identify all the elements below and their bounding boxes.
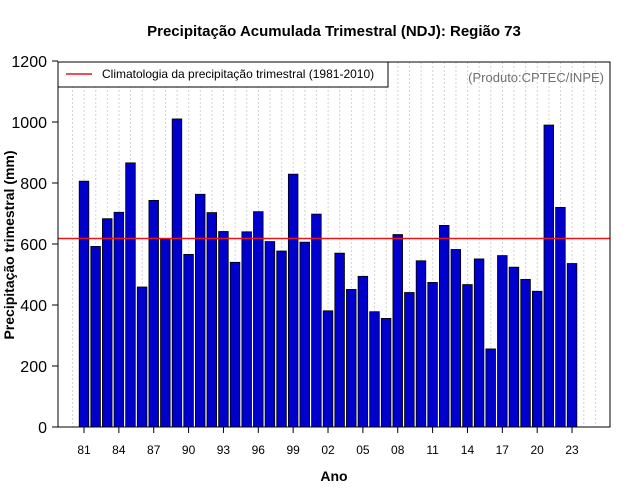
bar-2019: [520, 278, 531, 428]
bar-2004: [346, 289, 357, 428]
x-tick-label: 81: [77, 443, 91, 457]
bar-1996: [253, 211, 264, 428]
bar-1998: [276, 250, 287, 428]
bar-2023: [566, 263, 578, 428]
bar-2007: [380, 318, 392, 428]
y-tick-label: 200: [20, 359, 47, 376]
bar-2021: [543, 124, 555, 428]
legend: Climatologia da precipitação trimestral …: [57, 61, 389, 88]
bar-1997: [264, 241, 276, 428]
x-tick-label: 20: [531, 443, 545, 457]
x-tick-label: 08: [391, 443, 405, 457]
x-tick-label: 84: [112, 443, 126, 457]
bar-2020: [531, 290, 543, 428]
bar-1995: [241, 231, 252, 428]
bar-2015: [473, 258, 485, 428]
bar-2012: [439, 224, 450, 428]
x-tick-label: 99: [286, 443, 300, 457]
bar-2001: [311, 213, 322, 428]
bar-2011: [427, 282, 438, 428]
x-tick-label: 17: [496, 443, 510, 457]
y-axis-title: Precipitação trimestral (mm): [1, 150, 17, 339]
bar-1990: [183, 253, 194, 428]
bar-1988: [160, 239, 171, 428]
x-tick-label: 96: [252, 443, 266, 457]
y-tick-label: 1000: [11, 115, 47, 132]
bar-2002: [322, 310, 334, 428]
bar-2016: [485, 348, 496, 428]
bar-2014: [462, 284, 473, 428]
y-tick-label: 800: [20, 176, 47, 193]
x-tick-label: 90: [182, 443, 196, 457]
y-tick-label: 1200: [11, 54, 47, 71]
x-tick-label: 02: [321, 443, 335, 457]
bar-2003: [334, 252, 345, 428]
y-tick-label: 400: [20, 298, 47, 315]
bar-2008: [392, 234, 403, 428]
bar-2000: [299, 241, 310, 428]
legend-box: [57, 61, 389, 88]
bar-1993: [218, 231, 229, 428]
bar-1981: [78, 180, 90, 428]
bar-1991: [194, 193, 206, 428]
x-axis: 81 84 87 90 93 96 99 02 05 08 11 14 17 20 23: [77, 427, 579, 457]
bar-2013: [450, 249, 462, 428]
x-tick-label: 23: [565, 443, 579, 457]
x-tick-label: 93: [217, 443, 231, 457]
bar-1986: [136, 286, 148, 428]
bar-1994: [229, 261, 241, 428]
bar-1987: [148, 199, 159, 428]
bar-1984: [113, 211, 125, 428]
bar-1992: [206, 212, 218, 428]
x-tick-label: 87: [147, 443, 161, 457]
bar-1985: [125, 162, 136, 428]
y-tick-label: 0: [38, 420, 47, 437]
bar-1989: [171, 118, 183, 428]
bar-2005: [357, 275, 369, 428]
y-axis: 0 200 400 600 800 1000 1200: [11, 54, 58, 437]
credit-text: (Produto:CPTEC/INPE): [468, 70, 604, 85]
bar-1982: [90, 246, 101, 428]
bar-2022: [555, 206, 566, 428]
bar-2006: [369, 311, 380, 428]
bar-1999: [287, 173, 299, 428]
bar-2018: [508, 266, 520, 428]
bar-1983: [102, 218, 113, 428]
bar-2017: [497, 255, 508, 428]
x-tick-label: 14: [461, 443, 475, 457]
x-tick-label: 11: [426, 443, 439, 457]
legend-label: Climatologia da precipitação trimestral …: [102, 67, 374, 81]
bar-series: [78, 118, 578, 428]
x-tick-label: 05: [356, 443, 370, 457]
y-tick-label: 600: [20, 237, 47, 254]
chart-title: Precipitação Acumulada Trimestral (NDJ):…: [147, 23, 521, 40]
x-axis-title: Ano: [320, 468, 347, 484]
bar-2010: [415, 260, 427, 428]
bar-2009: [404, 292, 415, 428]
